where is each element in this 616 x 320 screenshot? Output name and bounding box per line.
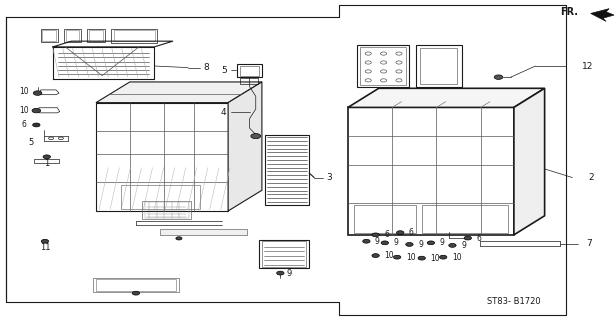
Circle shape <box>428 241 435 245</box>
Bar <box>360 47 407 85</box>
Text: 5: 5 <box>29 138 34 147</box>
Circle shape <box>32 108 41 113</box>
Polygon shape <box>514 88 545 235</box>
Text: 10: 10 <box>431 254 440 263</box>
Circle shape <box>251 133 261 139</box>
Bar <box>237 64 262 77</box>
Bar <box>66 30 79 41</box>
Polygon shape <box>96 82 262 103</box>
Circle shape <box>440 255 447 259</box>
Text: 6: 6 <box>22 120 26 130</box>
Circle shape <box>176 237 182 240</box>
Text: 12: 12 <box>582 61 593 70</box>
Text: ST83- B1720: ST83- B1720 <box>487 297 541 306</box>
Text: 9: 9 <box>461 241 466 250</box>
Text: 10: 10 <box>406 253 415 262</box>
Bar <box>93 278 179 292</box>
Bar <box>357 45 410 87</box>
Bar <box>121 186 200 209</box>
Text: 1: 1 <box>44 159 49 168</box>
Text: 10: 10 <box>452 253 461 262</box>
Circle shape <box>494 75 503 79</box>
Bar <box>262 241 306 267</box>
Text: 10: 10 <box>384 251 394 260</box>
Bar <box>265 134 309 204</box>
Circle shape <box>372 254 379 258</box>
Text: 7: 7 <box>586 239 593 248</box>
Text: 8: 8 <box>204 63 209 72</box>
Bar <box>114 30 155 42</box>
Text: 9: 9 <box>375 237 380 246</box>
Text: FR.: FR. <box>561 7 578 17</box>
Circle shape <box>372 233 379 237</box>
Text: 10: 10 <box>19 106 29 115</box>
Text: 9: 9 <box>287 268 292 278</box>
Text: 2: 2 <box>588 173 594 182</box>
Text: 9: 9 <box>418 240 423 249</box>
Circle shape <box>406 243 413 246</box>
Bar <box>422 204 508 233</box>
Circle shape <box>33 91 42 95</box>
Bar <box>354 204 416 233</box>
Circle shape <box>394 255 401 259</box>
Polygon shape <box>348 88 545 108</box>
Text: 6: 6 <box>476 234 481 243</box>
Circle shape <box>33 123 40 127</box>
Bar <box>259 240 309 268</box>
Bar <box>64 29 81 42</box>
Text: 6: 6 <box>384 230 389 239</box>
Bar <box>96 279 176 291</box>
Circle shape <box>448 244 456 247</box>
Text: 9: 9 <box>440 238 444 247</box>
Text: 10: 10 <box>19 87 29 96</box>
Bar <box>142 201 191 219</box>
Bar <box>87 29 105 42</box>
Circle shape <box>132 291 140 295</box>
Bar <box>240 66 259 76</box>
Bar <box>96 103 228 211</box>
Polygon shape <box>228 82 262 211</box>
Circle shape <box>397 231 404 235</box>
Bar <box>145 202 188 218</box>
Bar <box>111 29 158 43</box>
Circle shape <box>277 271 284 275</box>
Polygon shape <box>591 9 614 21</box>
Text: 11: 11 <box>39 243 50 252</box>
Circle shape <box>464 236 471 240</box>
Text: 9: 9 <box>394 238 399 247</box>
Bar <box>89 30 103 41</box>
Bar <box>420 48 457 84</box>
Bar <box>348 108 514 235</box>
Bar <box>161 228 246 235</box>
Text: 4: 4 <box>221 108 227 117</box>
Text: 3: 3 <box>326 173 333 182</box>
Bar <box>416 45 461 87</box>
Circle shape <box>41 239 49 243</box>
Bar <box>240 78 257 84</box>
Circle shape <box>363 239 370 243</box>
Circle shape <box>381 241 389 245</box>
Text: 5: 5 <box>221 66 227 75</box>
Bar <box>43 30 56 41</box>
Bar <box>34 159 59 163</box>
Circle shape <box>43 155 51 159</box>
Circle shape <box>418 256 426 260</box>
Bar <box>41 29 58 42</box>
Text: 6: 6 <box>409 228 414 237</box>
